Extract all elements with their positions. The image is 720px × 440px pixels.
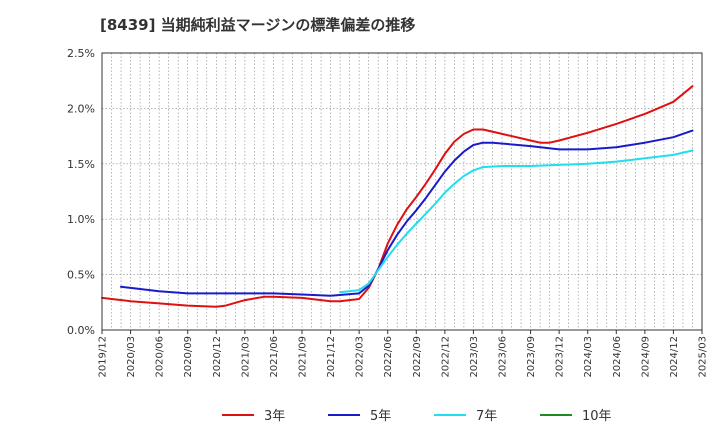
x-tick-label: 2020/09 <box>183 336 194 378</box>
x-tick-label: 2024/09 <box>640 336 651 378</box>
y-tick-label: 0.5% <box>67 269 95 282</box>
x-tick-label: 2021/12 <box>326 336 337 378</box>
x-tick-label: 2020/12 <box>212 336 223 378</box>
x-tick-label: 2020/06 <box>155 336 166 378</box>
x-tick-label: 2019/12 <box>98 336 109 378</box>
x-tick-label: 2024/03 <box>583 336 594 378</box>
legend-label-3年: 3年 <box>264 409 285 424</box>
x-tick-label: 2023/03 <box>469 336 480 378</box>
x-tick-label: 2021/09 <box>298 336 309 378</box>
x-tick-label: 2024/12 <box>669 336 680 378</box>
series-line-5年 <box>120 129 694 297</box>
x-tick-label: 2021/03 <box>240 336 251 378</box>
x-tick-label: 2022/06 <box>383 336 394 378</box>
legend-label-5年: 5年 <box>370 409 391 424</box>
x-tick-label: 2020/03 <box>126 336 137 378</box>
grid <box>102 53 702 330</box>
x-tick-label: 2023/06 <box>498 336 509 378</box>
x-tick-label: 2022/03 <box>355 336 366 378</box>
x-tick-label: 2022/12 <box>440 336 451 378</box>
legend: 3年 5年 7年 10年 <box>222 409 612 424</box>
chart-title: [8439] 当期純利益マージンの標準偏差の推移 <box>100 16 416 34</box>
x-tick-label: 2023/12 <box>555 336 566 378</box>
x-tick-label: 2021/06 <box>269 336 280 378</box>
series-line-3年 <box>101 85 694 308</box>
x-tick-label: 2024/06 <box>612 336 623 378</box>
x-axis-ticks: 2019/12 2020/03 2020/06 2020/09 2020/12 2021/… <box>98 330 709 378</box>
legend-label-7年: 7年 <box>476 409 497 424</box>
y-tick-label: 2.0% <box>67 102 95 115</box>
series-lines <box>101 85 694 308</box>
y-tick-label: 1.5% <box>67 158 95 171</box>
y-tick-label: 1.0% <box>67 213 95 226</box>
y-tick-label: 0.0% <box>67 324 95 337</box>
y-tick-label: 2.5% <box>67 47 95 60</box>
y-axis-ticks: 0.0% 0.5% 1.0% 1.5% 2.0% 2.5% <box>67 47 95 337</box>
legend-label-10年: 10年 <box>582 409 612 424</box>
x-tick-label: 2025/03 <box>698 336 709 378</box>
plot-area <box>101 52 703 331</box>
x-tick-label: 2023/09 <box>526 336 537 378</box>
series-line-7年 <box>339 149 694 294</box>
x-tick-label: 2022/09 <box>412 336 423 378</box>
